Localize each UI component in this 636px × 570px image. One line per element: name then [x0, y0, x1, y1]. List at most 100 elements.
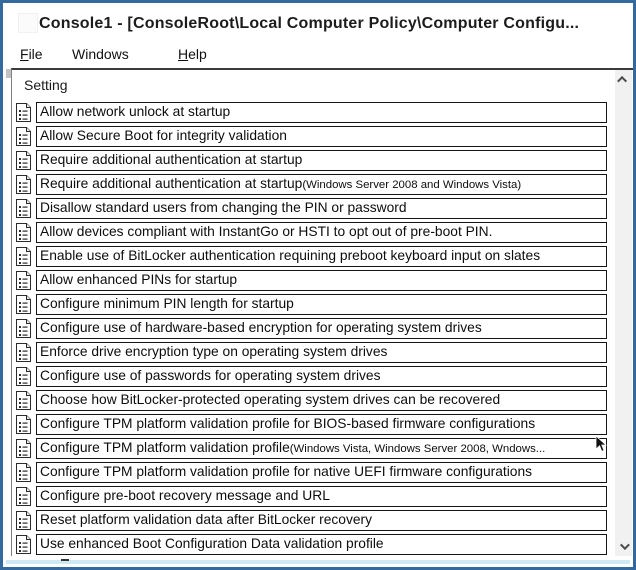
- chevron-up-icon: [617, 75, 628, 86]
- setting-row[interactable]: Configure minimum PIN length for startup: [16, 294, 607, 315]
- setting-label-box[interactable]: Choose how BitLocker-protected operating…: [36, 390, 607, 411]
- settings-list-panel: Setting Allow network unlock at startup: [11, 68, 633, 556]
- setting-row[interactable]: Reset platform validation data after Bit…: [16, 510, 607, 531]
- setting-row[interactable]: Allow network unlock at startup: [16, 102, 607, 123]
- setting-label-box[interactable]: Configure TPM platform validation profil…: [36, 438, 607, 459]
- setting-row[interactable]: Enable use of BitLocker authentication r…: [16, 246, 607, 267]
- policy-setting-icon: [16, 391, 31, 410]
- window-title: Console1 - [ConsoleRoot\Local Computer P…: [39, 15, 580, 32]
- setting-label-box[interactable]: Reset platform validation data after Bit…: [36, 510, 607, 531]
- setting-label-box[interactable]: Use enhanced Boot Configuration Data val…: [36, 534, 607, 555]
- setting-row[interactable]: Configure TPM platform validation profil…: [16, 438, 607, 459]
- menu-windows[interactable]: Windows: [72, 46, 129, 62]
- setting-label-box[interactable]: Configure use of hardware-based encrypti…: [36, 318, 607, 339]
- scroll-down-button[interactable]: [615, 538, 632, 555]
- setting-row[interactable]: Allow devices compliant with InstantGo o…: [16, 222, 607, 243]
- setting-label: Allow devices compliant with InstantGo o…: [40, 224, 493, 239]
- setting-label: Require additional authentication at sta…: [40, 152, 303, 167]
- policy-setting-icon: [16, 415, 31, 434]
- policy-setting-icon: [16, 439, 31, 458]
- setting-label-box[interactable]: Allow network unlock at startup: [36, 102, 607, 123]
- policy-setting-icon: [16, 103, 31, 122]
- setting-label-box[interactable]: Configure minimum PIN length for startup: [36, 294, 607, 315]
- setting-row[interactable]: Configure pre-boot recovery message and …: [16, 486, 607, 507]
- vertical-scrollbar[interactable]: [615, 70, 632, 556]
- menu-help[interactable]: Help: [178, 46, 207, 62]
- setting-label: Enable use of BitLocker authentication r…: [40, 248, 541, 263]
- setting-label: Allow Secure Boot for integrity validati…: [40, 128, 287, 143]
- policy-setting-icon: [16, 199, 31, 218]
- policy-setting-icon: [16, 343, 31, 362]
- setting-label-box[interactable]: Disallow standard users from changing th…: [36, 198, 607, 219]
- menu-accelerator: H: [178, 46, 189, 62]
- setting-label: Choose how BitLocker-protected operating…: [40, 392, 501, 407]
- setting-label: Configure TPM platform validation profil…: [40, 440, 290, 455]
- setting-row[interactable]: Disallow standard users from changing th…: [16, 198, 607, 219]
- setting-label: Use enhanced Boot Configuration Data val…: [40, 536, 384, 551]
- setting-row[interactable]: Require additional authentication at sta…: [16, 150, 607, 171]
- console-window-icon: [18, 13, 38, 33]
- setting-label: Allow network unlock at startup: [40, 104, 231, 119]
- setting-label: Enforce drive encryption type on operati…: [40, 344, 388, 359]
- policy-setting-icon: [16, 463, 31, 482]
- policy-setting-icon: [16, 367, 31, 386]
- setting-label-box[interactable]: Enforce drive encryption type on operati…: [36, 342, 607, 363]
- settings-rows: Allow network unlock at startup Allow Se…: [16, 102, 607, 558]
- setting-label: Configure TPM platform validation profil…: [40, 416, 536, 431]
- policy-setting-icon: [16, 487, 31, 506]
- setting-label-suffix: (Windows Server 2008 and Windows Vista): [302, 179, 522, 191]
- setting-row[interactable]: Require additional authentication at sta…: [16, 174, 607, 195]
- setting-row[interactable]: Choose how BitLocker-protected operating…: [16, 390, 607, 411]
- setting-label: Configure minimum PIN length for startup: [40, 296, 294, 311]
- setting-row[interactable]: Configure use of passwords for operating…: [16, 366, 607, 387]
- setting-label-box[interactable]: Allow devices compliant with InstantGo o…: [36, 222, 607, 243]
- setting-row[interactable]: Allow enhanced PINs for startup: [16, 270, 607, 291]
- setting-row[interactable]: Configure TPM platform validation profil…: [16, 414, 607, 435]
- menu-file[interactable]: File: [20, 46, 43, 62]
- setting-row[interactable]: Enforce drive encryption type on operati…: [16, 342, 607, 363]
- setting-label: Configure TPM platform validation profil…: [40, 464, 533, 479]
- setting-label: Allow enhanced PINs for startup: [40, 272, 238, 287]
- setting-label-box[interactable]: Configure TPM platform validation profil…: [36, 414, 607, 435]
- policy-setting-icon: [16, 319, 31, 338]
- chevron-down-icon: [619, 540, 630, 551]
- setting-label-suffix: (Windows Vista, Windows Server 2008, Wnd…: [289, 443, 546, 455]
- policy-setting-icon: [16, 271, 31, 290]
- horizontal-scroll-fragment: [61, 559, 69, 561]
- setting-label: Configure use of passwords for operating…: [40, 368, 381, 383]
- setting-label-box[interactable]: Enable use of BitLocker authentication r…: [36, 246, 607, 267]
- setting-label: Reset platform validation data after Bit…: [40, 512, 373, 527]
- setting-label-box[interactable]: Require additional authentication at sta…: [36, 174, 607, 195]
- scroll-up-button[interactable]: [615, 71, 632, 88]
- setting-label-box[interactable]: Allow enhanced PINs for startup: [36, 270, 607, 291]
- setting-label: Configure use of hardware-based encrypti…: [40, 320, 482, 335]
- setting-label-box[interactable]: Require additional authentication at sta…: [36, 150, 607, 171]
- setting-row[interactable]: Configure TPM platform validation profil…: [16, 462, 607, 483]
- policy-setting-icon: [16, 151, 31, 170]
- setting-label-box[interactable]: Configure pre-boot recovery message and …: [36, 486, 607, 507]
- policy-setting-icon: [16, 247, 31, 266]
- setting-row[interactable]: Allow Secure Boot for integrity validati…: [16, 126, 607, 147]
- setting-row[interactable]: Use enhanced Boot Configuration Data val…: [16, 534, 607, 555]
- setting-row[interactable]: Configure use of hardware-based encrypti…: [16, 318, 607, 339]
- setting-label: Disallow standard users from changing th…: [40, 200, 407, 215]
- policy-setting-icon: [16, 175, 31, 194]
- policy-setting-icon: [16, 223, 31, 242]
- column-header-setting[interactable]: Setting: [24, 77, 68, 93]
- window-bottom-accent: [6, 560, 630, 564]
- setting-label-box[interactable]: Allow Secure Boot for integrity validati…: [36, 126, 607, 147]
- setting-label: Configure pre-boot recovery message and …: [40, 488, 330, 503]
- policy-setting-icon: [16, 511, 31, 530]
- mouse-pointer-icon: [595, 435, 608, 458]
- title-bar[interactable]: Console1 - [ConsoleRoot\Local Computer P…: [6, 6, 630, 42]
- panel-corner-fragment: [6, 69, 11, 78]
- setting-label-box[interactable]: Configure use of passwords for operating…: [36, 366, 607, 387]
- setting-label: Require additional authentication at sta…: [40, 176, 303, 191]
- policy-setting-icon: [16, 127, 31, 146]
- policy-setting-icon: [16, 295, 31, 314]
- menu-accelerator: F: [20, 46, 29, 62]
- setting-label-box[interactable]: Configure TPM platform validation profil…: [36, 462, 607, 483]
- policy-setting-icon: [16, 535, 31, 554]
- menu-bar: File Windows Help: [6, 43, 630, 67]
